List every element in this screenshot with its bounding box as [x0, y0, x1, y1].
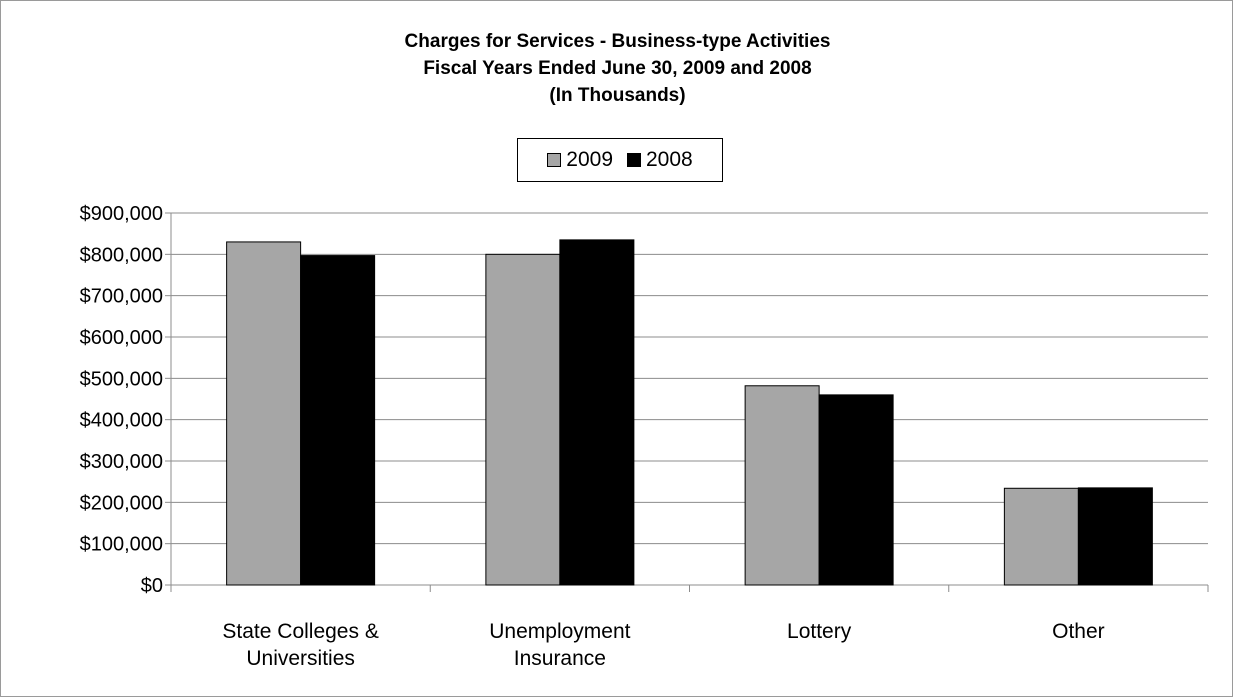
x-tick-label: State Colleges & — [222, 620, 378, 643]
bar-2009-2 — [744, 385, 820, 586]
y-tick-label: $800,000 — [80, 244, 163, 266]
bar-2008-1 — [559, 239, 635, 586]
legend-swatch-2008 — [627, 153, 641, 167]
bar-2008-0 — [300, 255, 376, 586]
x-tick-label: Universities — [246, 647, 355, 670]
legend-label-2008: 2008 — [646, 148, 693, 171]
y-tick-label: $300,000 — [80, 451, 163, 473]
y-tick-label: $500,000 — [80, 368, 163, 390]
chart-title-line-1: Charges for Services - Business-type Act… — [404, 31, 831, 52]
y-tick-label: $200,000 — [80, 492, 163, 514]
legend-item-2009: 2009 — [547, 148, 613, 172]
x-tick-label: Unemployment — [489, 620, 630, 643]
bar-2009-3 — [1003, 487, 1079, 586]
chart-title-line-3: (In Thousands) — [549, 85, 686, 106]
chart-title-line-2: Fiscal Years Ended June 30, 2009 and 200… — [423, 58, 812, 79]
bar-2008-3 — [1077, 487, 1153, 586]
y-tick-label: $400,000 — [80, 410, 163, 432]
legend-swatch-2009 — [547, 153, 562, 167]
x-tick-label: Other — [1052, 620, 1105, 643]
bar-2009-1 — [485, 253, 561, 586]
x-tick-label: Lottery — [787, 620, 852, 643]
x-tick-label: Insurance — [514, 647, 606, 670]
legend: 2009 2008 — [517, 138, 723, 182]
y-tick-label: $900,000 — [80, 203, 163, 225]
y-tick-label: $0 — [141, 575, 163, 597]
y-tick-label: $100,000 — [80, 534, 163, 556]
y-tick-label: $700,000 — [80, 286, 163, 308]
bar-2008-2 — [818, 394, 894, 586]
y-tick-label: $600,000 — [80, 327, 163, 349]
bar-2009-0 — [226, 241, 302, 586]
legend-item-2008: 2008 — [627, 148, 693, 172]
legend-label-2009: 2009 — [566, 148, 613, 171]
